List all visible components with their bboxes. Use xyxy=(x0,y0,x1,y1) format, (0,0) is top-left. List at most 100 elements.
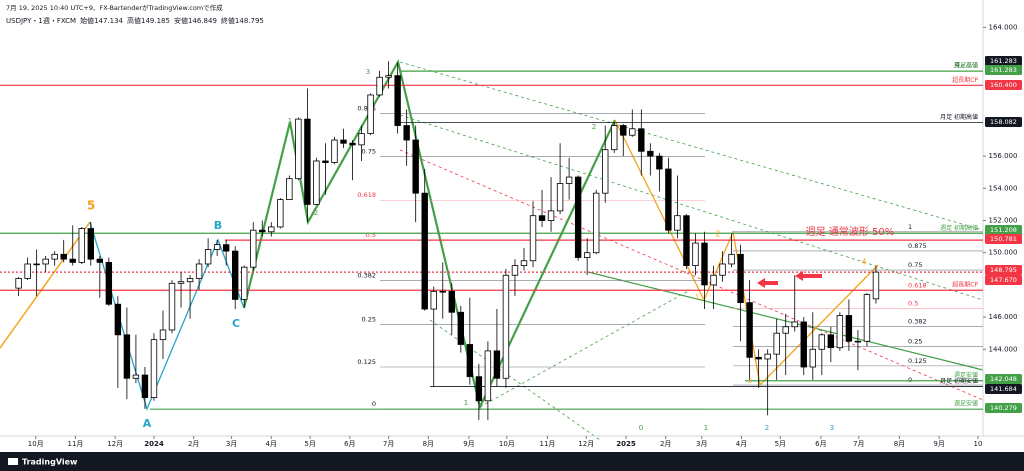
x-tick-label: 10 xyxy=(973,440,982,448)
level-note: 週足高値 xyxy=(954,62,978,70)
price-box-label: 161.283 xyxy=(990,57,1017,65)
candle-body xyxy=(177,281,185,284)
x-tick-label: 6月 xyxy=(815,440,826,448)
candle-body xyxy=(656,155,663,170)
candle-body xyxy=(782,326,789,334)
candle-body xyxy=(647,150,654,157)
level-note: 月足 初期安値 xyxy=(940,377,978,385)
fib-label: 0.875 xyxy=(357,104,376,112)
price-box xyxy=(985,80,1022,90)
fib-label: 0.75 xyxy=(362,147,376,155)
candle-body xyxy=(556,183,564,212)
fib-label: 0.125 xyxy=(908,357,927,365)
fib-label: 0.618 xyxy=(357,191,376,199)
candle-body xyxy=(286,178,293,200)
candle-body xyxy=(295,118,302,180)
candle-body xyxy=(475,376,483,402)
candle-body xyxy=(755,356,762,360)
x-tick-label: 5月 xyxy=(775,440,786,448)
x-tick-label: 5月 xyxy=(304,440,315,448)
y-tick-label: 150.000 xyxy=(989,249,1018,257)
candle-body xyxy=(818,334,826,350)
candle-body xyxy=(538,215,546,221)
candle-body xyxy=(259,229,266,233)
candle-body xyxy=(547,210,555,221)
y-tick-label: 164.000 xyxy=(989,23,1018,31)
candle-body xyxy=(791,321,798,328)
candle-body xyxy=(529,215,537,262)
candle-body xyxy=(638,128,645,152)
ohlc-label: 安値 xyxy=(174,16,188,25)
x-tick-label: 4月 xyxy=(736,440,747,448)
x-tick-label: 7月 xyxy=(383,440,394,448)
y-tick-label: 154.000 xyxy=(989,184,1018,192)
x-tick-label: 2月 xyxy=(660,440,671,448)
level-note: 週足 初期高値 xyxy=(940,224,978,232)
candle-body xyxy=(583,252,591,258)
level-note: 月足 初期高値 xyxy=(940,113,978,121)
candle-body xyxy=(250,229,257,268)
level-note: 超長期CP xyxy=(952,76,978,84)
price-box-label: 151.208 xyxy=(990,226,1017,234)
candle-body xyxy=(376,76,383,96)
x-tick-label: 3月 xyxy=(226,440,237,448)
x-tick-label: 12月 xyxy=(578,440,594,448)
price-box xyxy=(985,117,1022,127)
annotation: 1 xyxy=(288,117,292,125)
y-tick-label: 152.000 xyxy=(989,217,1018,225)
annotation: 1 xyxy=(464,399,468,407)
x-tick-label: 2024 xyxy=(144,440,164,448)
channel-line xyxy=(479,289,691,408)
x-tick-label: 10月 xyxy=(28,440,44,448)
annotation: A xyxy=(143,417,152,430)
y-tick-label: 146.000 xyxy=(989,313,1018,321)
annotation: 2 xyxy=(715,230,720,239)
price-box xyxy=(985,56,1022,66)
annotation: 3 xyxy=(748,377,752,385)
arrow xyxy=(795,271,822,281)
candle-body xyxy=(15,278,22,289)
logo: TradingView xyxy=(22,458,78,467)
fib-label: 0.25 xyxy=(362,316,376,324)
price-box xyxy=(985,384,1022,394)
candle-body xyxy=(60,253,67,260)
annotation: C xyxy=(232,317,240,330)
candle-body xyxy=(394,75,401,126)
y-tick-label: 144.000 xyxy=(989,345,1018,353)
candle-body xyxy=(150,339,158,398)
level-note: 週足安値 xyxy=(954,400,978,408)
candle-body xyxy=(719,263,726,276)
x-tick-label: 2月 xyxy=(188,440,199,448)
annotation: 4 xyxy=(861,258,866,267)
ohlc-value: 147.134 xyxy=(94,17,123,25)
candle-body xyxy=(809,348,816,368)
annotation: 2 xyxy=(765,424,769,432)
candle-body xyxy=(69,258,76,263)
candle-body xyxy=(304,118,311,205)
x-tick-label: 11月 xyxy=(539,440,555,448)
annotation: 2 xyxy=(592,123,596,131)
candle-body xyxy=(602,149,609,194)
x-tick-label: 3月 xyxy=(696,440,707,448)
price-box-label: 150.781 xyxy=(990,235,1017,243)
ohlc-label: 高値 xyxy=(127,16,141,25)
x-tick-label: 4月 xyxy=(266,440,277,448)
candle-body xyxy=(168,282,176,331)
candle-body xyxy=(746,302,753,358)
candle-body xyxy=(520,260,528,266)
annotation: 3 xyxy=(830,424,834,432)
candle-body xyxy=(836,315,844,349)
candle-body xyxy=(268,226,275,233)
candle-body xyxy=(322,160,329,163)
candle-body xyxy=(87,228,94,260)
wave-line xyxy=(0,221,91,349)
candle-body xyxy=(737,253,744,304)
fib-label: 0.5 xyxy=(366,231,376,239)
y-tick-label: 156.000 xyxy=(989,152,1018,160)
candle-body xyxy=(674,215,681,231)
fib-label: 0.618 xyxy=(908,281,927,289)
symbol-info: USDJPY・1週・FXCM 始値147.134 高値149.185 安値146.84… xyxy=(6,16,264,25)
candle-body xyxy=(195,263,203,279)
candle-body xyxy=(764,353,771,360)
